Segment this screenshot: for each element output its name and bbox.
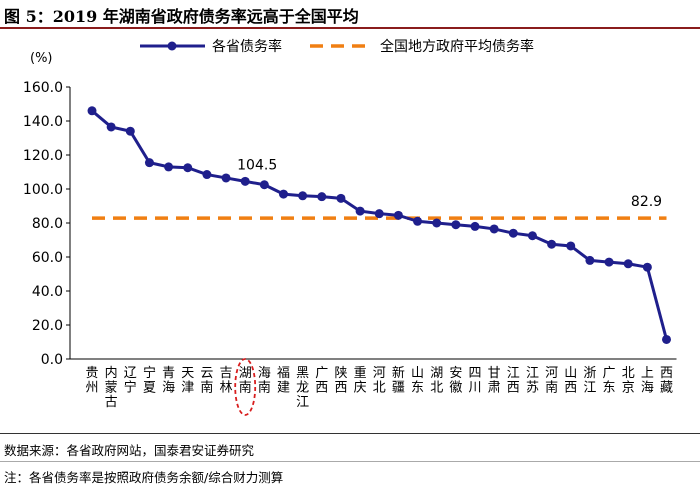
data-point <box>259 180 269 190</box>
x-tick-label: 广西 <box>315 366 328 396</box>
series-line <box>91 109 668 340</box>
x-tick-label: 河南 <box>545 366 558 396</box>
x-tick-label: 四川 <box>468 366 481 396</box>
y-tick-label: 120.0 <box>23 148 63 164</box>
x-tick-label: 甘肃 <box>488 366 501 396</box>
data-point <box>202 170 212 180</box>
data-point <box>355 206 365 216</box>
x-tick-label: 陕西 <box>334 366 347 396</box>
data-point <box>221 173 231 183</box>
data-point <box>547 239 557 249</box>
data-point <box>125 126 135 136</box>
data-point <box>489 224 499 234</box>
x-tick-label: 黑龙江 <box>296 366 309 410</box>
data-point <box>183 163 193 173</box>
data-point <box>470 221 480 231</box>
x-tick-label: 上海 <box>641 366 654 396</box>
data-point <box>432 218 442 228</box>
x-tick-label: 江苏 <box>526 366 539 396</box>
y-tick-label: 0.0 <box>41 352 63 368</box>
data-point <box>317 192 327 202</box>
figure-title-bar: 图 5：2019 年湖南省政府债务率远高于全国平均 <box>0 0 700 29</box>
x-tick-label: 山东 <box>411 366 424 396</box>
x-tick-label: 青海 <box>162 366 175 396</box>
data-label: 82.9 <box>631 194 662 210</box>
data-point <box>566 241 576 251</box>
x-tick-label: 湖北 <box>430 366 443 396</box>
x-tick-label: 辽宁 <box>124 366 137 396</box>
x-tick-label: 浙江 <box>583 366 596 396</box>
data-point <box>240 176 250 186</box>
legend-series-marker <box>167 41 177 51</box>
data-point <box>451 220 461 230</box>
y-tick-label: 160.0 <box>23 80 63 96</box>
data-point <box>413 216 423 226</box>
data-point <box>164 162 174 172</box>
y-unit-label: (%) <box>30 51 53 66</box>
figure-title: 图 5：2019 年湖南省政府债务率远高于全国平均 <box>4 7 359 26</box>
x-tick-label: 吉林 <box>220 366 233 396</box>
data-point <box>662 334 671 344</box>
footnote: 注：各省债务率是按照政府债务余额/综合财力测算 <box>4 470 284 485</box>
data-point <box>336 193 346 203</box>
data-point <box>298 191 308 201</box>
x-tick-label: 重庆 <box>354 365 367 396</box>
legend-series-label: 各省债务率 <box>212 38 282 55</box>
y-tick-label: 20.0 <box>32 318 63 334</box>
x-tick-label: 福建 <box>277 366 290 396</box>
data-point <box>144 158 154 168</box>
data-point <box>87 106 97 116</box>
data-point <box>585 255 595 265</box>
y-tick-label: 140.0 <box>23 114 63 130</box>
y-tick-label: 40.0 <box>32 284 63 300</box>
data-point <box>623 259 633 269</box>
note-divider <box>0 461 700 462</box>
x-tick-label: 广东 <box>603 366 616 396</box>
x-tick-label: 海南 <box>258 366 271 396</box>
x-tick-label: 宁夏 <box>143 365 156 396</box>
data-point <box>374 209 384 219</box>
debt-ratio-line-chart: (%) 0.0 20.0 40.0 60.0 80.0 100.0 120.0 140.0 160… <box>23 38 677 416</box>
y-tick-label: 60.0 <box>32 250 63 266</box>
x-tick-label: 内蒙古 <box>105 365 118 410</box>
data-point <box>527 231 537 241</box>
data-point <box>642 262 652 272</box>
data-label: 104.5 <box>237 157 277 173</box>
x-tick-label: 江西 <box>507 366 520 396</box>
highlight-ellipse <box>234 358 257 416</box>
x-tick-label: 天津 <box>181 366 194 396</box>
data-point <box>508 228 518 238</box>
data-point <box>279 189 288 199</box>
x-tick-label: 湖南 <box>239 366 252 396</box>
y-tick-label: 100.0 <box>23 182 63 198</box>
legend-average-label: 全国地方政府平均债务率 <box>380 38 534 55</box>
source-note: 数据来源：各省政府网站，国泰君安证券研究 <box>4 443 255 458</box>
x-tick-label: 北京 <box>622 366 635 396</box>
x-tick-label: 西藏 <box>660 366 673 396</box>
y-tick-label: 80.0 <box>32 216 63 232</box>
x-tick-label: 河北 <box>373 366 386 396</box>
data-point <box>393 210 403 220</box>
chart-bottom-divider <box>0 433 700 434</box>
x-tick-label: 云南 <box>200 366 213 396</box>
data-point <box>604 257 614 267</box>
x-tick-label: 安徽 <box>449 366 462 396</box>
data-point <box>106 122 116 132</box>
x-tick-label: 新疆 <box>392 365 405 396</box>
x-tick-label: 山西 <box>564 366 577 396</box>
x-tick-label: 贵州 <box>85 366 98 396</box>
